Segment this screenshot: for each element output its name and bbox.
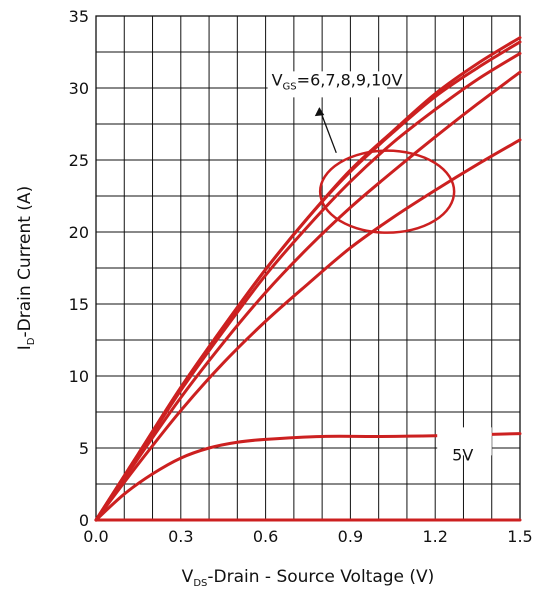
series-line	[94, 138, 522, 522]
vgs-label-bg	[267, 71, 388, 98]
x-tick-label: 0.9	[338, 527, 363, 546]
x-tick-label: 0.0	[83, 527, 108, 546]
low-curve-label-bg	[437, 427, 492, 456]
y-tick-label: 30	[69, 79, 89, 98]
low-curve-label: 5V	[452, 446, 473, 465]
x-axis-label: VDS-Drain - Source Voltage (V)	[182, 567, 435, 589]
series-group	[94, 36, 522, 522]
y-tick-label: 5	[79, 439, 89, 458]
y-tick-label: 10	[69, 367, 89, 386]
vgs-label-sub: GS	[283, 81, 297, 92]
y-axis-label-rest: -Drain Current (A)	[15, 186, 35, 338]
vgs-group-ellipse	[318, 149, 456, 234]
tick-labels: 0.0 0.3 0.6 0.9 1.2 1.5 0 5 10 15 20 25 30 35	[69, 7, 533, 546]
x-tick-label: 1.2	[422, 527, 447, 546]
vgs-label-main: V	[272, 70, 283, 89]
y-tick-label: 35	[69, 7, 89, 26]
x-tick-label: 1.5	[507, 527, 532, 546]
series-line	[94, 432, 522, 522]
annotation-group: VGS=6,7,8,9,10V 5V	[267, 70, 492, 465]
y-axis-label-sub: D	[26, 337, 37, 345]
y-axis-label: ID-Drain Current (A)	[15, 186, 37, 350]
vgs-arrow-head	[314, 107, 325, 117]
vgs-arrow-shaft	[318, 107, 337, 154]
x-axis-label-main: V	[182, 567, 194, 587]
x-tick-label: 0.6	[253, 527, 278, 546]
x-axis-label-rest: -Drain - Source Voltage (V)	[207, 567, 434, 587]
y-tick-label: 15	[69, 295, 89, 314]
y-tick-label: 0	[79, 511, 89, 530]
y-tick-label: 25	[69, 151, 89, 170]
y-tick-label: 20	[69, 223, 89, 242]
series-line	[94, 70, 522, 522]
vgs-label-rest: =6,7,8,9,10V	[297, 70, 403, 89]
vgs-label: VGS=6,7,8,9,10V	[272, 70, 403, 92]
series-line	[94, 51, 522, 522]
x-axis-label-sub: DS	[193, 578, 207, 589]
x-tick-label: 0.3	[168, 527, 193, 546]
y-axis-label-main: I	[15, 345, 35, 350]
